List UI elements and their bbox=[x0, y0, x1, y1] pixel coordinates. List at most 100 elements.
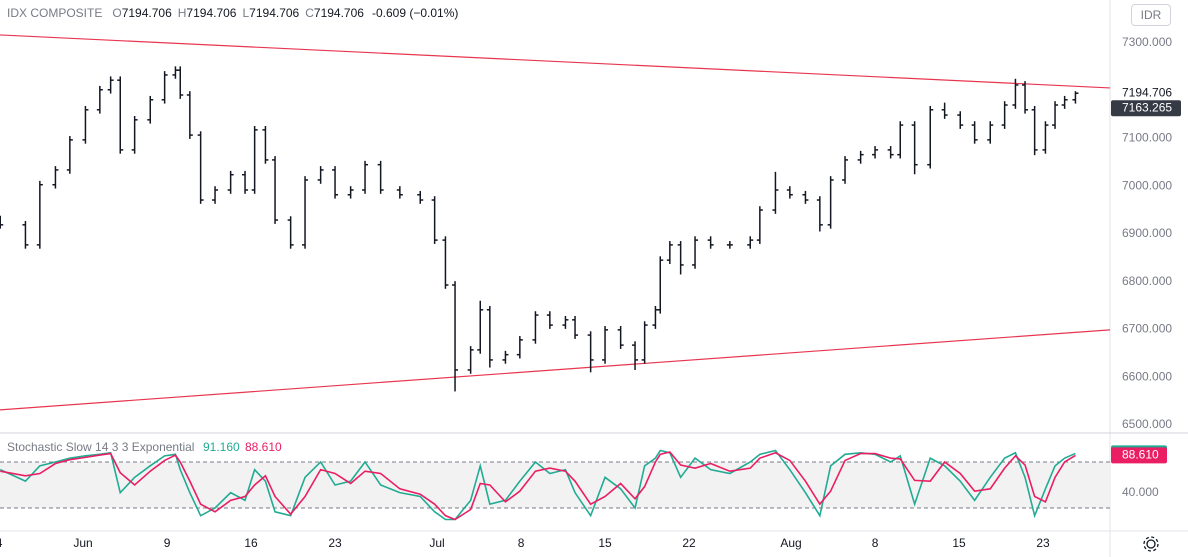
ohlc-bar bbox=[251, 126, 258, 194]
ohlc-bar bbox=[442, 236, 449, 289]
ohlc-bar bbox=[172, 66, 179, 79]
ohlc-bar bbox=[1052, 101, 1059, 129]
ohlc-bar bbox=[1012, 78, 1019, 109]
y-tick-label: 40.000 bbox=[1122, 485, 1159, 499]
ohlc-label: L bbox=[242, 6, 250, 20]
trend-line bbox=[0, 329, 1111, 411]
x-tick-label: 8 bbox=[518, 536, 525, 550]
ohlc-bar bbox=[816, 196, 823, 232]
y-tick-label: 6600.000 bbox=[1122, 369, 1172, 383]
ohlc-bar bbox=[911, 121, 918, 175]
ohlc-bar bbox=[657, 256, 664, 314]
y-tick-label: 6700.000 bbox=[1122, 322, 1172, 336]
x-tick-label: 4 bbox=[0, 536, 3, 550]
ohlc-bar bbox=[532, 311, 539, 344]
y-tick-label: 6800.000 bbox=[1122, 274, 1172, 288]
ohlc-bar bbox=[107, 76, 114, 94]
ohlc-bar bbox=[161, 71, 168, 104]
ohlc-bar bbox=[431, 196, 438, 244]
ohlc-bar bbox=[197, 131, 204, 204]
ohlc-bar bbox=[131, 115, 138, 154]
ohlc-bar bbox=[772, 171, 779, 214]
change: -0.609 (−0.01%) bbox=[371, 6, 459, 20]
currency-button[interactable]: IDR bbox=[1131, 4, 1171, 26]
ohlc-bar bbox=[0, 215, 4, 229]
ohlc-bar bbox=[971, 121, 978, 144]
ohlc-bar bbox=[177, 66, 184, 99]
ohlc-bar bbox=[747, 236, 754, 249]
x-tick-label: Jun bbox=[73, 536, 92, 550]
ohlc-bar bbox=[396, 186, 403, 199]
x-tick-label: 23 bbox=[1036, 536, 1050, 550]
ohlc-bar bbox=[802, 190, 809, 204]
ohlc-bar bbox=[332, 166, 339, 199]
x-tick-label: 22 bbox=[682, 536, 696, 550]
ohlc-bar bbox=[1061, 95, 1068, 109]
x-tick-label: 16 bbox=[244, 536, 258, 550]
trend-line bbox=[0, 34, 1111, 89]
y-tick-label: 7100.000 bbox=[1122, 131, 1172, 145]
ohlc-bar bbox=[602, 326, 609, 364]
stoch-line bbox=[0, 449, 1076, 521]
ohlc-bar bbox=[927, 105, 934, 169]
indicator-value: 88.610 bbox=[245, 440, 282, 454]
ohlc-bar bbox=[262, 126, 269, 164]
ohlc-bar bbox=[36, 180, 43, 249]
ohlc-bar bbox=[516, 336, 523, 359]
ohlc-bar bbox=[756, 206, 763, 244]
ohlc-bar bbox=[957, 111, 964, 129]
symbol: IDX COMPOSITE bbox=[7, 6, 103, 20]
price-label: 7163.265 bbox=[1122, 100, 1172, 114]
ohlc-bar bbox=[362, 160, 369, 194]
ohlc-bar bbox=[666, 241, 673, 264]
ohlc-bar bbox=[272, 156, 279, 224]
ohlc-bar bbox=[477, 300, 484, 354]
ohlc-value: 7194.706 bbox=[121, 6, 172, 20]
y-tick-label: 6500.000 bbox=[1122, 417, 1172, 431]
ohlc-bar bbox=[1031, 105, 1038, 156]
ohlc-bar bbox=[467, 346, 474, 374]
ohlc-bar bbox=[897, 121, 904, 159]
ohlc-bar bbox=[1072, 91, 1079, 104]
ohlc-bar bbox=[641, 321, 648, 364]
ohlc-bar bbox=[857, 150, 864, 164]
ohlc-bar bbox=[677, 241, 684, 275]
indicator-title: Stochastic Slow 14 3 3 Exponential bbox=[7, 440, 194, 454]
ohlc-bar bbox=[486, 305, 493, 368]
ohlc-bar bbox=[502, 350, 509, 364]
ohlc-bar bbox=[1042, 121, 1049, 154]
y-tick-label: 7300.000 bbox=[1122, 35, 1172, 49]
value-label-box bbox=[1111, 447, 1167, 464]
ohlc-bar bbox=[452, 281, 459, 392]
ohlc-bar bbox=[562, 316, 569, 329]
ohlc-bar bbox=[52, 166, 59, 189]
ohlc-bar bbox=[227, 170, 234, 194]
ohlc-bar bbox=[347, 186, 354, 199]
y-tick-label: 7000.000 bbox=[1122, 178, 1172, 192]
y-tick-label: 6900.000 bbox=[1122, 226, 1172, 240]
ohlc-value: 7194.706 bbox=[186, 6, 237, 20]
ohlc-bar bbox=[242, 170, 249, 194]
ohlc-bar bbox=[617, 326, 624, 349]
ohlc-bar bbox=[417, 190, 424, 204]
ohlc-bar bbox=[186, 91, 193, 139]
x-tick-label: 9 bbox=[164, 536, 171, 550]
ohlc-bar bbox=[827, 176, 834, 229]
x-tick-label: 8 bbox=[872, 536, 879, 550]
ohlc-bar bbox=[287, 216, 294, 249]
ohlc-bar bbox=[82, 105, 89, 144]
ohlc-bar bbox=[632, 341, 639, 370]
ohlc-value: 7194.706 bbox=[313, 6, 364, 20]
ohlc-bar bbox=[941, 102, 948, 119]
ohlc-bar bbox=[212, 186, 219, 204]
settings-icon[interactable] bbox=[1143, 536, 1159, 552]
ohlc-bar bbox=[22, 221, 29, 249]
x-tick-label: Jul bbox=[429, 536, 444, 550]
ohlc-bar bbox=[117, 76, 124, 154]
ohlc-bar bbox=[726, 241, 733, 249]
ohlc-value: 7194.706 bbox=[249, 6, 300, 20]
indicator-value: 91.160 bbox=[203, 440, 240, 454]
ohlc-bar bbox=[842, 156, 849, 184]
